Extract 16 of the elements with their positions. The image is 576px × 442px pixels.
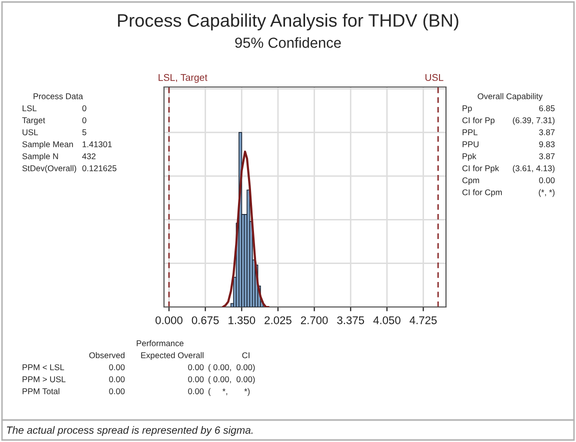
- ref-line-label: USL: [425, 74, 444, 81]
- chart-subtitle: 95% Confidence: [235, 37, 341, 48]
- x-tick-label: 1.350: [228, 316, 256, 324]
- x-tick-label: 0.675: [192, 316, 219, 324]
- x-tick-label: 2.025: [264, 316, 292, 324]
- ref-line-label: LSL, Target: [158, 74, 208, 83]
- text: Process Data LSL 0 Target 0 USL 5 Sample Mean 1.41301 Sample N 432 StDev(Overall) 0.121625: [22, 93, 116, 173]
- chart-title: Process Capability Analysis for THDV (BN): [118, 14, 458, 30]
- text: Performance Observed Expected Overall CI PPM < LSL 0.00 0.00 ( 0.00, 0.00) PPM > USL 0.00 0.00 ( 0.00, 0.00) PPM Total 0.00 0.00 ( *, *): [22, 340, 255, 396]
- x-tick-label: 0.000: [156, 316, 182, 324]
- x-tick-label: 2.700: [300, 316, 328, 324]
- x-tick-label: 4.725: [410, 316, 437, 324]
- x-tick-label: 4.050: [373, 316, 400, 324]
- text: The actual process spread is represented by 6 sigma.: [6, 426, 253, 436]
- text: Overall Capability Pp 6.85 CI for Pp (6.39, 7.31) PPL 3.87 PPU 9.83 Ppk 3.87 CI for Ppk (3.61, 4.13) Cpm 0.00 CI for Cpm (*, *): [462, 93, 555, 197]
- x-tick-label: 3.375: [337, 316, 364, 324]
